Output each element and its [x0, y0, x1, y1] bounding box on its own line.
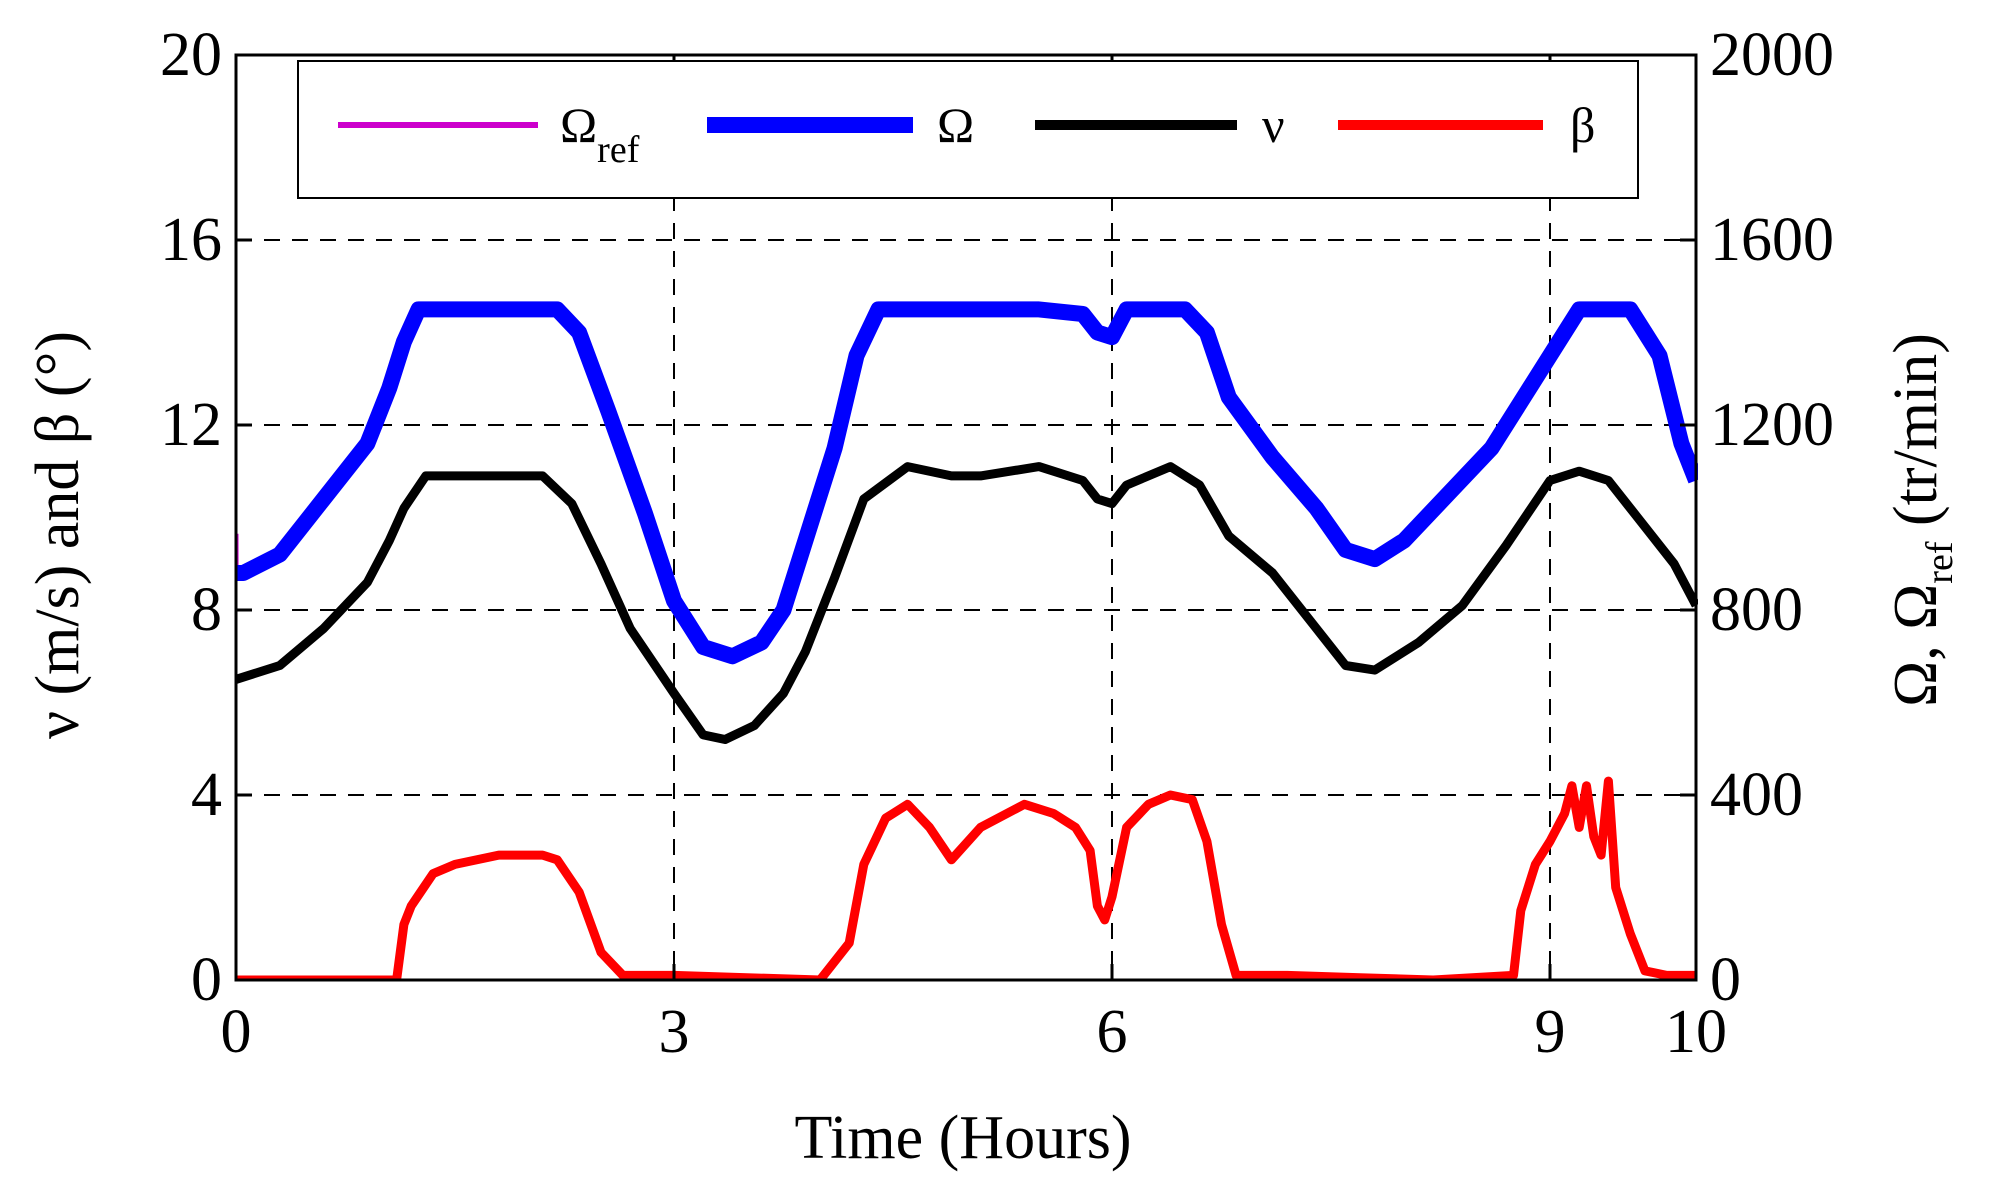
y-axis-label-right: Ω, Ωref (tr/min): [1882, 333, 1961, 707]
plot-frame: [234, 53, 1698, 982]
y-axis-label-right-main: Ω, Ω: [1882, 584, 1950, 707]
legend-label: ν: [1262, 97, 1285, 153]
y-tick-label-right: 400: [1710, 761, 1803, 829]
legend-label: Ωref: [560, 97, 640, 171]
y-tick-label-left: 8: [191, 576, 222, 644]
y-tick-label-right: 1200: [1710, 391, 1834, 459]
legend-label: β: [1570, 97, 1595, 153]
x-tick-label: 10: [1665, 998, 1727, 1066]
y-axis-label-right-units: (tr/min): [1882, 333, 1950, 526]
y-tick-label-left: 16: [160, 206, 222, 274]
x-tick-label: 9: [1535, 998, 1566, 1066]
svg-text:Ω, Ωref (tr/min): Ω, Ωref (tr/min): [1882, 333, 1961, 707]
series-line-omega-ref: [236, 306, 1698, 659]
legend-label: Ω: [937, 97, 974, 153]
y-tick-label-right: 800: [1710, 576, 1803, 644]
y-tick-label-left: 12: [160, 391, 222, 459]
series-line-nu: [236, 462, 1698, 744]
y-tick-label-left: 0: [191, 946, 222, 1014]
x-tick-label: 0: [221, 998, 252, 1066]
y-tick-label-right: 0: [1710, 946, 1741, 1014]
y-tick-label-left: 20: [160, 21, 222, 89]
y-tick-label-left: 4: [191, 761, 222, 829]
series-line-beta: [236, 776, 1696, 980]
x-tick-label: 3: [659, 998, 690, 1066]
series-layer: [236, 301, 1698, 980]
y-axis-label-right-sub: ref: [1919, 541, 1961, 584]
y-tick-label-right: 1600: [1710, 206, 1834, 274]
x-axis-label: Time (Hours): [794, 1104, 1131, 1172]
y-axis-label-left: ν (m/s) and β (°): [24, 331, 92, 739]
x-tick-label: 6: [1097, 998, 1128, 1066]
series-line-omega: [236, 301, 1698, 665]
y-tick-label-right: 2000: [1710, 21, 1834, 89]
